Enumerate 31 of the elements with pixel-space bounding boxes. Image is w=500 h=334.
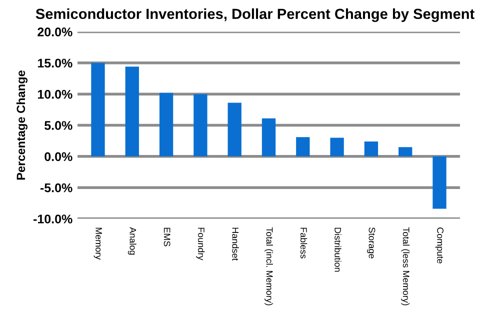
- x-tick-label: Compute: [435, 228, 444, 264]
- y-tick-label: 15.0%: [38, 58, 72, 68]
- bar: [398, 147, 412, 156]
- x-tick-label: Total (less Memory): [401, 227, 410, 306]
- bar: [194, 94, 208, 156]
- y-tick-label: -10.0%: [34, 214, 72, 224]
- x-tick-label: Analog: [128, 227, 136, 255]
- x-tick-label: Storage: [367, 228, 376, 258]
- x-tick-label: Handset: [232, 228, 239, 261]
- y-tick-label: 10.0%: [38, 90, 72, 99]
- y-tick-label: 5.0%: [44, 121, 72, 130]
- x-tick-label: Memory: [94, 228, 102, 260]
- bar: [364, 141, 378, 156]
- bar: [159, 92, 174, 156]
- x-tick-label: Distribution: [334, 228, 342, 272]
- x-tick-label: Fabless: [300, 228, 308, 258]
- y-axis-title: Percentage Change: [16, 70, 28, 180]
- x-tick-label: EMS: [164, 228, 170, 246]
- bar: [262, 118, 276, 156]
- bar: [296, 137, 310, 156]
- bar: [125, 66, 139, 156]
- bar: [330, 138, 344, 156]
- chart-title: Semiconductor Inventories, Dollar Percent Change by Segment: [36, 8, 474, 22]
- y-tick-label: 20.0%: [38, 28, 72, 36]
- bar: [91, 62, 105, 156]
- x-tick-label: Total (incl. Memory): [264, 227, 273, 306]
- y-tick-label: -5.0%: [40, 183, 72, 192]
- y-tick-label: 0.0%: [44, 152, 72, 162]
- bar: [228, 102, 242, 156]
- bar: [432, 156, 446, 209]
- x-tick-label: Foundry: [196, 228, 205, 260]
